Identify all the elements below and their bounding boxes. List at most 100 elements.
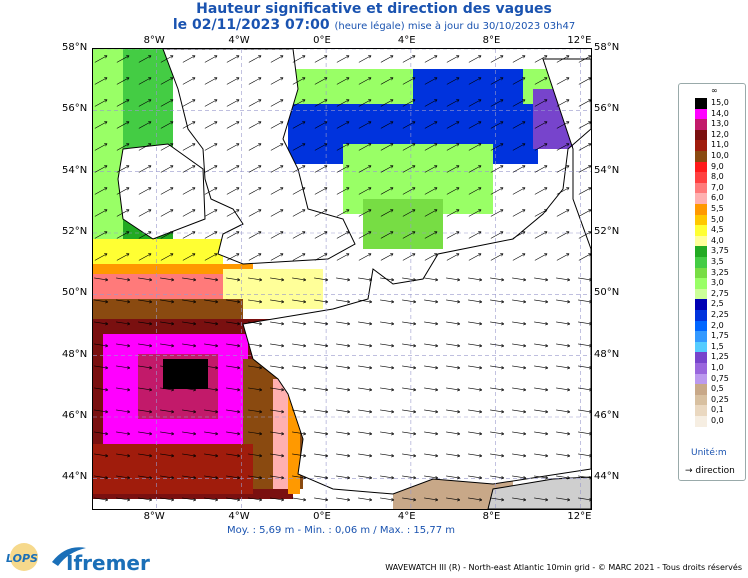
direction-arrow (94, 343, 109, 348)
direction-arrow (534, 365, 549, 370)
direction-arrow (94, 453, 109, 458)
direction-arrow (248, 431, 263, 436)
direction-arrow (336, 165, 350, 173)
direction-arrow (270, 143, 284, 151)
direction-arrow (512, 55, 526, 63)
direction-arrow (358, 321, 373, 326)
y-tick-label: 48°N (62, 348, 88, 360)
direction-arrow (182, 321, 197, 326)
direction-arrow (204, 299, 219, 304)
y-tick-label: 46°N (594, 410, 620, 421)
direction-arrow (424, 387, 439, 392)
direction-arrow (446, 187, 460, 195)
legend-value-label: 0,1 (711, 405, 724, 415)
direction-arrow (116, 209, 130, 217)
direction-arrow (556, 409, 571, 414)
direction-arrow (578, 231, 591, 239)
direction-arrow (292, 55, 306, 63)
direction-arrow (248, 99, 262, 107)
direction-arrow (292, 387, 307, 392)
direction-arrow (424, 187, 438, 195)
direction-arrow (556, 431, 571, 436)
direction-arrow (314, 475, 329, 480)
direction-arrow (292, 99, 306, 107)
direction-arrow (380, 253, 394, 261)
legend-swatch (695, 278, 707, 289)
direction-arrow (556, 99, 570, 107)
direction-arrow (336, 143, 350, 151)
direction-arrow (380, 475, 395, 480)
direction-arrow (446, 77, 460, 85)
direction-arrow (402, 77, 416, 85)
y-tick-label: 56°N (62, 103, 88, 115)
direction-arrow (138, 231, 152, 239)
direction-arrow (490, 475, 505, 480)
direction-arrow (94, 121, 108, 129)
direction-arrow (402, 431, 417, 436)
direction-arrow (358, 99, 372, 107)
direction-arrow (490, 343, 505, 348)
direction-arrow (204, 431, 219, 436)
direction-arrow (402, 55, 416, 63)
direction-arrow (138, 299, 153, 304)
direction-arrow (182, 343, 197, 348)
direction-arrow (446, 277, 461, 282)
map-subtitle: le 02/11/2023 07:00 (heure légale) mise … (0, 17, 748, 33)
direction-arrow (512, 299, 527, 304)
direction-arrow (534, 209, 548, 217)
direction-arrow (226, 165, 240, 173)
direction-arrow (226, 99, 240, 107)
direction-arrow (468, 409, 483, 414)
direction-arrow (116, 187, 130, 195)
direction-arrow (314, 231, 328, 239)
legend-swatch (695, 129, 707, 141)
legend-value-label: 3,5 (711, 257, 724, 266)
direction-arrow (446, 121, 460, 129)
direction-arrow (270, 343, 285, 348)
direction-arrow (94, 387, 109, 392)
direction-arrow (314, 299, 329, 304)
direction-arrow (578, 409, 591, 414)
direction-arrow (358, 431, 373, 436)
direction-arrow (512, 165, 526, 173)
direction-arrow (424, 99, 438, 107)
direction-arrow (490, 365, 505, 370)
direction-arrow (358, 475, 373, 480)
direction-arrow (160, 497, 175, 502)
direction-arrow (116, 409, 131, 414)
direction-arrow (402, 387, 417, 392)
direction-arrow (226, 277, 241, 282)
direction-arrow (424, 55, 438, 63)
direction-arrow (578, 299, 591, 304)
direction-arrow (336, 55, 350, 63)
direction-arrow (204, 77, 218, 85)
direction-arrow (578, 387, 591, 392)
grid-lines (93, 49, 591, 509)
ifremer-logo (48, 540, 88, 574)
color-legend: ∞ 15,0 14,0 13,0 12,0 11,0 10,0 9,0 8,0 7,0 6,0 5,… (678, 83, 746, 481)
ifremer-wordmark: Ifremer (66, 551, 150, 575)
direction-arrow (116, 453, 131, 458)
direction-arrow (182, 277, 197, 282)
y-tick-label: 56°N (594, 103, 620, 115)
direction-arrow (468, 99, 482, 107)
direction-arrow (292, 209, 306, 217)
direction-arrow (226, 121, 240, 129)
direction-arrow (402, 99, 416, 107)
direction-arrow (578, 121, 591, 129)
direction-arrow (160, 387, 175, 392)
direction-arrow (226, 343, 241, 348)
direction-arrow (336, 475, 351, 480)
direction-arrow (314, 387, 329, 392)
direction-arrow (446, 409, 461, 414)
direction-arrow (556, 277, 571, 282)
direction-arrow (226, 253, 240, 261)
direction-arrow (182, 299, 197, 304)
direction-arrow (314, 77, 328, 85)
direction-arrow (446, 299, 461, 304)
direction-arrow (314, 143, 328, 151)
direction-arrow (292, 77, 306, 85)
direction-arrow (380, 187, 394, 195)
direction-arrow (314, 431, 329, 436)
direction-arrow (314, 365, 329, 370)
